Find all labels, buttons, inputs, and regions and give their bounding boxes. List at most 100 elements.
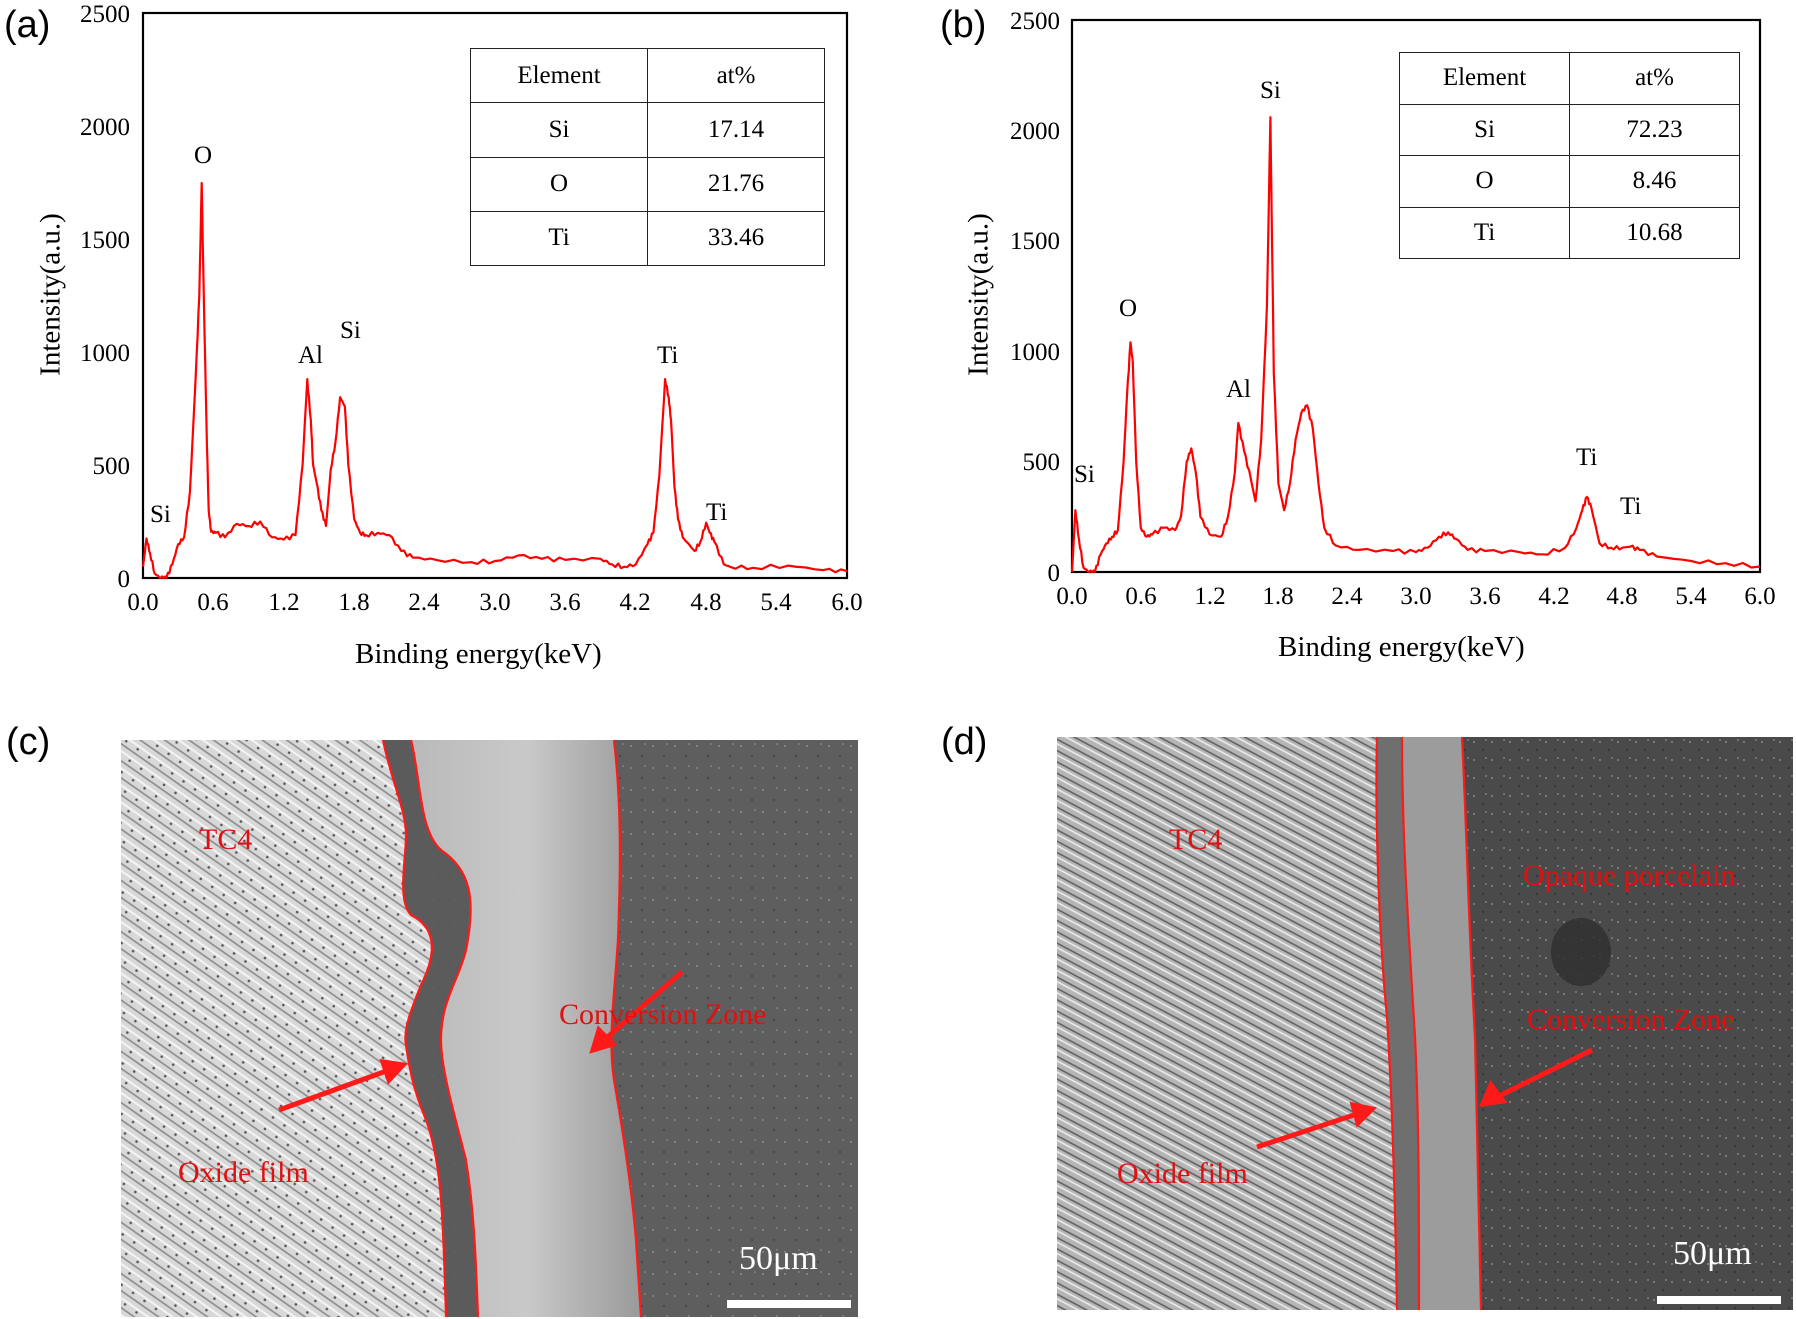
y-tick: 0	[117, 566, 131, 593]
x-tick: 5.4	[760, 589, 792, 616]
table-header-cell: at%	[647, 47, 825, 104]
y-tick: 2500	[1010, 8, 1060, 35]
table-cell: 21.76	[647, 156, 825, 212]
x-tick: 0.0	[127, 589, 159, 616]
y-tick: 2500	[80, 1, 130, 28]
x-tick: 2.4	[408, 589, 440, 616]
panel-label-a: (a)	[4, 4, 51, 46]
label-tc4: TC4	[199, 823, 253, 856]
micrograph-c: TC4 Conversion Zone Oxide film 50μm	[121, 740, 858, 1317]
boundary-lines-d	[1375, 737, 1483, 1310]
table-cell: 33.46	[647, 210, 825, 267]
x-tick: 3.6	[1469, 583, 1501, 610]
eds-spectrum-chart-b: 2500 2000 1500 1000 500 0 0.0 0.6 1.2 1.…	[962, 8, 1776, 663]
x-axis-title: Binding energy(keV)	[1278, 631, 1525, 663]
table-header-cell: Element	[470, 47, 648, 104]
arrow-icon	[1256, 1047, 1594, 1150]
x-tick: 4.2	[1538, 583, 1570, 610]
table-row: Si 17.14	[470, 102, 825, 158]
x-tick: 0.6	[1125, 583, 1157, 610]
y-tick: 500	[92, 453, 131, 480]
label-opaque-porcelain: Opaque porcelain	[1523, 859, 1736, 892]
x-tick: 1.8	[1262, 583, 1294, 610]
x-tick: 1.2	[268, 589, 300, 616]
table-cell: Si	[1399, 103, 1570, 156]
table-cell: 72.23	[1569, 103, 1740, 156]
x-tick: 1.8	[338, 589, 370, 616]
spectrum-plot-b	[1070, 18, 1762, 574]
panel-label-b: (b)	[940, 4, 987, 46]
table-row: Ti 10.68	[1399, 206, 1740, 259]
y-tick: 2000	[1010, 118, 1060, 145]
peak-label-si: Si	[1260, 77, 1281, 104]
peak-label-si: Si	[340, 317, 361, 344]
x-tick: 0.0	[1056, 583, 1088, 610]
peak-label-al: Al	[1226, 376, 1251, 403]
scale-bar	[1657, 1296, 1781, 1304]
peak-label-si: Si	[150, 501, 171, 528]
table-header-cell: Element	[1399, 52, 1570, 105]
boundary-lines-c	[381, 740, 643, 1317]
spectrum-line	[1070, 116, 1761, 574]
y-tick: 1000	[80, 340, 130, 367]
composition-table-a: Element at% Si 17.14 O 21.76 Ti 33.46	[470, 47, 825, 267]
label-tc4: TC4	[1169, 823, 1223, 856]
x-tick: 6.0	[1744, 583, 1776, 610]
table-header-row: Element at%	[1399, 52, 1740, 105]
peak-label-ti: Ti	[706, 499, 728, 526]
table-row: O 8.46	[1399, 155, 1740, 208]
peak-label-o: O	[194, 142, 213, 169]
x-tick: 3.6	[549, 589, 581, 616]
micrograph-d: TC4 Opaque porcelain Conversion Zone Oxi…	[1057, 737, 1793, 1310]
y-tick: 500	[1022, 449, 1061, 476]
composition-table-b: Element at% Si 72.23 O 8.46 Ti 10.68	[1399, 52, 1740, 259]
y-tick: 0	[1047, 560, 1061, 587]
x-axis-title: Binding energy(keV)	[355, 638, 602, 670]
scale-bar-label: 50μm	[739, 1240, 818, 1277]
table-header-cell: at%	[1569, 52, 1740, 105]
table-cell: Ti	[1399, 206, 1570, 259]
x-tick: 5.4	[1675, 583, 1707, 610]
peak-label-al: Al	[298, 342, 323, 369]
x-tick: 4.8	[1606, 583, 1638, 610]
table-cell: 8.46	[1569, 155, 1740, 208]
y-tick: 1000	[1010, 339, 1060, 366]
plot-frame	[141, 11, 849, 580]
panel-label-c: (c)	[6, 721, 51, 763]
peak-label-ti: Ti	[1620, 493, 1642, 520]
peak-label-ti: Ti	[1576, 444, 1598, 471]
x-tick: 2.4	[1331, 583, 1363, 610]
x-tick: 3.0	[1400, 583, 1432, 610]
table-cell: Ti	[470, 210, 648, 267]
peak-label-si: Si	[1074, 461, 1095, 488]
micrograph-image-d	[1057, 737, 1793, 1310]
y-tick: 1500	[80, 227, 130, 254]
label-oxide-film: Oxide film	[178, 1156, 309, 1189]
x-tick: 3.0	[479, 589, 511, 616]
spectrum-line	[141, 181, 848, 580]
plot-frame	[1070, 18, 1762, 574]
y-tick: 2000	[80, 114, 130, 141]
spectrum-plot-a	[141, 11, 849, 580]
table-cell: O	[1399, 155, 1570, 208]
table-cell: 17.14	[647, 102, 825, 158]
table-header-row: Element at%	[470, 47, 825, 104]
table-cell: O	[470, 156, 648, 212]
x-tick: 0.6	[197, 589, 229, 616]
eds-spectrum-chart-a: 2500 2000 1500 1000 500 0 0.0 0.6 1.2 1.…	[0, 0, 900, 690]
label-conversion-zone: Conversion Zone	[559, 998, 767, 1031]
scale-bar-label: 50μm	[1673, 1235, 1752, 1272]
x-tick: 6.0	[831, 589, 863, 616]
arrow-icon	[278, 970, 684, 1113]
panel-label-d: (d)	[941, 721, 988, 763]
scale-bar	[727, 1300, 851, 1308]
peak-label-ti: Ti	[657, 342, 679, 369]
table-row: Si 72.23	[1399, 103, 1740, 156]
y-tick: 1500	[1010, 228, 1060, 255]
label-oxide-film: Oxide film	[1117, 1157, 1248, 1190]
y-axis-title: Intensity(a.u.)	[962, 213, 995, 376]
table-cell: 10.68	[1569, 206, 1740, 259]
table-row: Ti 33.46	[470, 210, 825, 267]
x-tick: 4.2	[619, 589, 651, 616]
x-tick: 1.2	[1194, 583, 1226, 610]
